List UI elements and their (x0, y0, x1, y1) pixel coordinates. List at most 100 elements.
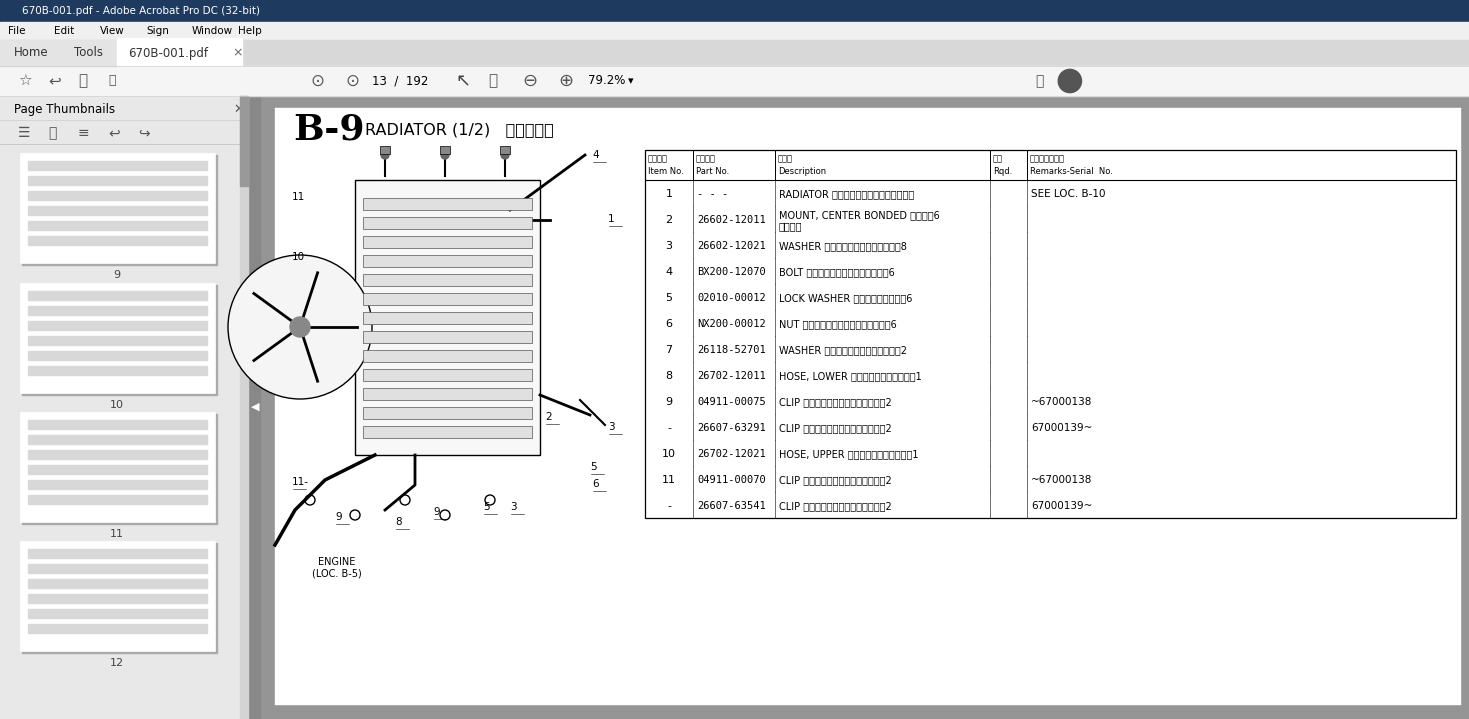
Text: 備考・適用番号: 備考・適用番号 (1030, 155, 1065, 163)
Bar (645, 258, 1456, 284)
Bar (275, 108, 1462, 705)
Text: 7: 7 (665, 345, 673, 355)
Text: CLIP クリップ・・・・・・・・・・2: CLIP クリップ・・・・・・・・・・2 (779, 475, 892, 485)
Text: 26607-63541: 26607-63541 (696, 501, 765, 511)
Text: -: - (667, 501, 671, 511)
Text: View: View (100, 26, 125, 36)
Text: CLIP クリップ・・・・・・・・・・2: CLIP クリップ・・・・・・・・・・2 (779, 423, 892, 433)
Text: 見出番号: 見出番号 (648, 155, 668, 163)
Bar (28, 495, 207, 504)
Text: CLIP クリップ・・・・・・・・・・2: CLIP クリップ・・・・・・・・・・2 (779, 501, 892, 511)
Text: 26602-12021: 26602-12021 (696, 241, 765, 251)
Text: ↩: ↩ (48, 73, 60, 88)
Text: LOCK WASHER ワッシャ・・・・・6: LOCK WASHER ワッシャ・・・・・6 (779, 293, 912, 303)
Text: Sign: Sign (145, 26, 169, 36)
Bar (22, 285, 217, 395)
Text: CLIP クリップ・・・・・・・・・・2: CLIP クリップ・・・・・・・・・・2 (779, 397, 892, 407)
Bar (363, 312, 532, 324)
Bar (28, 594, 207, 603)
Text: (LOC. B-5): (LOC. B-5) (311, 569, 361, 579)
Text: 8: 8 (395, 517, 401, 527)
Text: 10: 10 (663, 449, 676, 459)
Bar (0, 66, 1469, 96)
Bar (22, 155, 217, 265)
Bar (28, 206, 207, 215)
Text: 67000139~: 67000139~ (1031, 501, 1093, 511)
Text: 3: 3 (510, 502, 517, 512)
Text: 04911-00075: 04911-00075 (696, 397, 765, 407)
Text: ENGINE: ENGINE (317, 557, 355, 567)
Bar (645, 284, 1456, 310)
Text: 9: 9 (335, 512, 342, 522)
Text: RADIATOR ラジエータ・・・・・・・・・: RADIATOR ラジエータ・・・・・・・・・ (779, 189, 914, 199)
Bar (28, 306, 207, 315)
Text: 1: 1 (608, 214, 614, 224)
Text: 02010-00012: 02010-00012 (696, 293, 765, 303)
Text: ~67000138: ~67000138 (1031, 397, 1093, 407)
Bar (0, 40, 62, 66)
Bar (355, 180, 541, 455)
Bar (380, 146, 389, 154)
Text: 8: 8 (665, 371, 673, 381)
Text: 11: 11 (663, 475, 676, 485)
Text: Description: Description (779, 168, 826, 176)
Text: SEE LOC. B-10: SEE LOC. B-10 (1031, 189, 1106, 199)
Text: ✋: ✋ (488, 73, 497, 88)
Text: BOLT ボルト・・・・・・・・・・・6: BOLT ボルト・・・・・・・・・・・6 (779, 267, 895, 277)
Bar (363, 426, 532, 438)
Bar (645, 440, 1456, 466)
Bar (0, 22, 1469, 40)
Bar (28, 336, 207, 345)
Bar (28, 366, 207, 375)
Text: Edit: Edit (54, 26, 75, 36)
Text: ⊖: ⊖ (521, 72, 538, 90)
Bar (28, 351, 207, 360)
Bar (645, 150, 1456, 180)
Bar (28, 221, 207, 230)
Text: ×: × (232, 47, 242, 60)
Bar (21, 283, 214, 393)
Text: RADIATOR (1/2)   ラジエータ: RADIATOR (1/2) ラジエータ (364, 122, 554, 137)
Text: 6: 6 (665, 319, 673, 329)
Text: 🗑: 🗑 (48, 126, 56, 140)
Bar (22, 414, 217, 524)
Bar (645, 310, 1456, 336)
Bar (645, 466, 1456, 492)
Text: ?: ? (1065, 72, 1075, 90)
Bar (28, 191, 207, 200)
Text: Tools: Tools (73, 47, 103, 60)
Bar (22, 543, 217, 653)
Bar (499, 146, 510, 154)
Text: 10: 10 (292, 252, 306, 262)
Bar (28, 564, 207, 573)
Text: Help: Help (238, 26, 261, 36)
Bar (0, 40, 1469, 66)
Bar (645, 414, 1456, 440)
Text: 9: 9 (113, 270, 120, 280)
Bar (21, 153, 214, 263)
Text: ~67000138: ~67000138 (1031, 475, 1093, 485)
Text: ✕: ✕ (234, 103, 244, 116)
Bar (28, 420, 207, 429)
Text: ⊙: ⊙ (345, 72, 358, 90)
Circle shape (289, 317, 310, 337)
Text: ▾: ▾ (629, 76, 633, 86)
Text: 5: 5 (483, 502, 489, 512)
Text: WASHER ワッシャ・・・・・・・・・8: WASHER ワッシャ・・・・・・・・・8 (779, 241, 906, 251)
Bar (118, 38, 242, 66)
Bar (645, 492, 1456, 518)
Bar (645, 150, 1456, 518)
Bar (645, 362, 1456, 388)
Text: 11: 11 (110, 529, 123, 539)
Text: 2: 2 (665, 215, 673, 225)
Circle shape (441, 151, 450, 159)
Bar (28, 450, 207, 459)
Bar (363, 407, 532, 419)
Text: 💬: 💬 (1036, 74, 1043, 88)
Text: NUT ナット・・・・・・・・・・・・6: NUT ナット・・・・・・・・・・・・6 (779, 319, 896, 329)
Text: - - -: - - - (696, 189, 729, 199)
Text: ◀: ◀ (251, 402, 260, 412)
Text: ↖: ↖ (455, 72, 470, 90)
Bar (0, 96, 248, 719)
Bar (363, 274, 532, 286)
